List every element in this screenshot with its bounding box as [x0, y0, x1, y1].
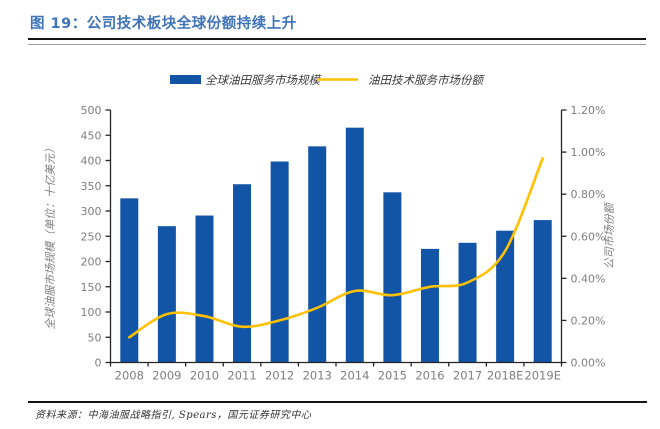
bar-2012 — [270, 161, 289, 363]
right-tick-label: 1.20% — [571, 104, 606, 117]
bar-2015 — [383, 192, 402, 363]
x-tick-label: 2012 — [265, 369, 294, 383]
bar-2009 — [157, 226, 176, 363]
x-axis: 2008 2009 2010 2011 2012 2013 2014 2015 2016 2017… — [109, 362, 563, 383]
right-tick-label: 0.80% — [571, 188, 606, 201]
right-tick-label: 0.00% — [571, 357, 606, 370]
left-tick-label: 0 — [95, 357, 102, 370]
left-tick-label: 200 — [81, 256, 102, 269]
left-tick-label: 450 — [81, 129, 102, 142]
left-tick-label: 400 — [81, 155, 102, 168]
bar-2016 — [420, 248, 439, 363]
title-divider — [28, 38, 646, 45]
right-tick-label: 0.40% — [571, 272, 606, 285]
legend-bar-label: 全球油田服务市场规模 — [205, 73, 322, 87]
bar-2017 — [458, 242, 477, 363]
x-tick-label: 2008 — [115, 369, 144, 383]
bar-2010 — [195, 215, 214, 363]
bar-2008 — [120, 198, 139, 363]
bar-2011 — [233, 184, 252, 363]
axes — [109, 110, 563, 364]
y-axis-right: 0.00% 0.20% 0.40% 0.60% 0.80% 1.00% 1.20% — [561, 104, 606, 370]
chart-area: 全球油田服务市场规模 油田技术服务市场份额 0 50 100 150 200 250 300 35… — [0, 50, 660, 395]
left-tick-label: 150 — [81, 281, 102, 294]
legend-bar-swatch — [170, 75, 201, 84]
bar-2019E — [533, 220, 552, 363]
x-tick-label: 2011 — [227, 369, 256, 383]
legend: 全球油田服务市场规模 油田技术服务市场份额 — [170, 73, 485, 87]
line-series — [127, 157, 544, 339]
chart-svg: 全球油田服务市场规模 油田技术服务市场份额 0 50 100 150 200 250 300 35… — [44, 73, 616, 383]
left-tick-label: 100 — [81, 306, 102, 319]
x-tick-label: 2009 — [152, 369, 181, 383]
y-axis-left: 0 50 100 150 200 250 300 350 400 450 500 — [81, 104, 111, 370]
x-tick-label: 2016 — [415, 369, 444, 383]
left-axis-title: 全球油服市场规模（单位：十亿美元） — [44, 143, 57, 330]
right-tick-label: 0.60% — [571, 230, 606, 243]
x-tick-label: 2010 — [190, 369, 219, 383]
left-tick-label: 500 — [81, 104, 102, 117]
source-note: 资料来源：中海油服战略指引, Spears，国元证券研究中心 — [35, 410, 312, 421]
left-tick-label: 350 — [81, 180, 102, 193]
bar-2014 — [345, 127, 364, 363]
bars-group — [120, 127, 552, 363]
x-tick-label: 2017 — [453, 369, 482, 383]
x-tick-label: 2014 — [340, 369, 369, 383]
x-tick-label: 2015 — [378, 369, 407, 383]
x-tick-label: 2019E — [524, 369, 561, 383]
right-tick-label: 0.20% — [571, 314, 606, 327]
right-axis-title: 公司市场份额 — [603, 201, 616, 269]
right-tick-label: 1.00% — [571, 146, 606, 159]
legend-line-label: 油田技术服务市场份额 — [368, 73, 485, 87]
bar-2013 — [308, 146, 327, 363]
left-tick-label: 300 — [81, 205, 102, 218]
bar-2018E — [496, 230, 515, 363]
x-tick-label: 2013 — [303, 369, 332, 383]
left-tick-label: 50 — [88, 331, 102, 344]
left-tick-label: 250 — [81, 230, 102, 243]
x-tick-label: 2018E — [487, 369, 524, 383]
footer-divider — [28, 401, 647, 403]
figure-title: 图 19：公司技术板块全球份额持续上升 — [30, 16, 297, 32]
